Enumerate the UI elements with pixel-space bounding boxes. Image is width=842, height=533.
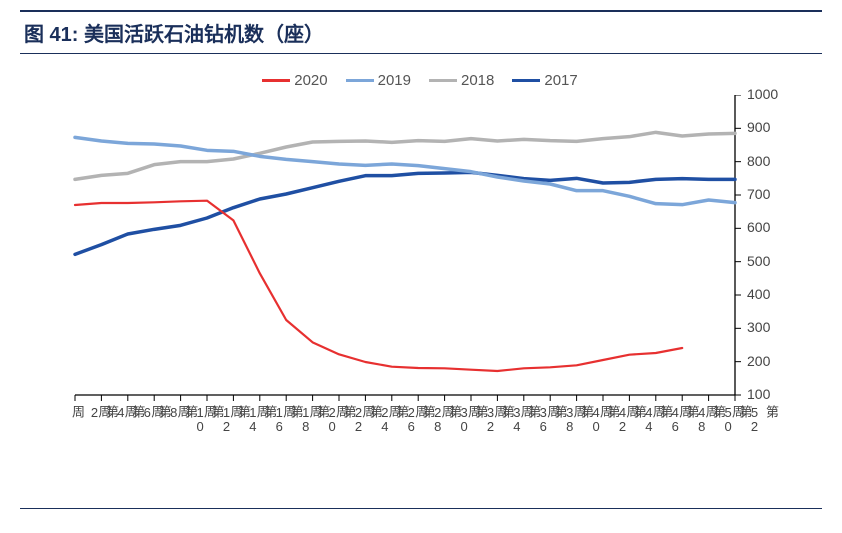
y-tick-label: 800 bbox=[747, 153, 770, 169]
series-2018 bbox=[75, 132, 735, 179]
y-tick-label: 200 bbox=[747, 353, 770, 369]
chart-area: 2020 2019 2018 2017 100 200 300 400 500 600 700 80… bbox=[20, 64, 820, 504]
x-tick-label: 第52周 bbox=[728, 405, 781, 433]
legend-swatch bbox=[262, 79, 290, 81]
y-tick-label: 400 bbox=[747, 286, 770, 302]
y-tick-label: 900 bbox=[747, 119, 770, 135]
y-tick-label: 100 bbox=[747, 386, 770, 402]
legend-swatch bbox=[346, 79, 374, 83]
plot-wrap: 1002003004005006007008009001000 第2周第4周第6… bbox=[20, 95, 820, 495]
bottom-rule bbox=[20, 508, 822, 509]
legend-label: 2018 bbox=[461, 72, 494, 89]
legend: 2020 2019 2018 2017 bbox=[20, 64, 820, 95]
y-tick-label: 500 bbox=[747, 253, 770, 269]
legend-label: 2017 bbox=[544, 72, 577, 89]
legend-item-2018: 2018 bbox=[429, 72, 494, 89]
legend-label: 2019 bbox=[378, 72, 411, 89]
series-2019 bbox=[75, 137, 735, 204]
chart-title-bar: 图 41: 美国活跃石油钻机数（座） bbox=[20, 10, 822, 54]
y-tick-label: 600 bbox=[747, 219, 770, 235]
legend-swatch bbox=[429, 79, 457, 83]
legend-label: 2020 bbox=[294, 72, 327, 89]
legend-swatch bbox=[512, 79, 540, 83]
y-tick-label: 300 bbox=[747, 319, 770, 335]
line-chart bbox=[20, 95, 820, 495]
series-2017 bbox=[75, 172, 735, 254]
legend-item-2020: 2020 bbox=[262, 72, 327, 89]
y-tick-label: 700 bbox=[747, 186, 770, 202]
chart-title: 图 41: 美国活跃石油钻机数（座） bbox=[24, 24, 324, 46]
y-tick-label: 1000 bbox=[747, 86, 778, 102]
legend-item-2019: 2019 bbox=[346, 72, 411, 89]
legend-item-2017: 2017 bbox=[512, 72, 577, 89]
